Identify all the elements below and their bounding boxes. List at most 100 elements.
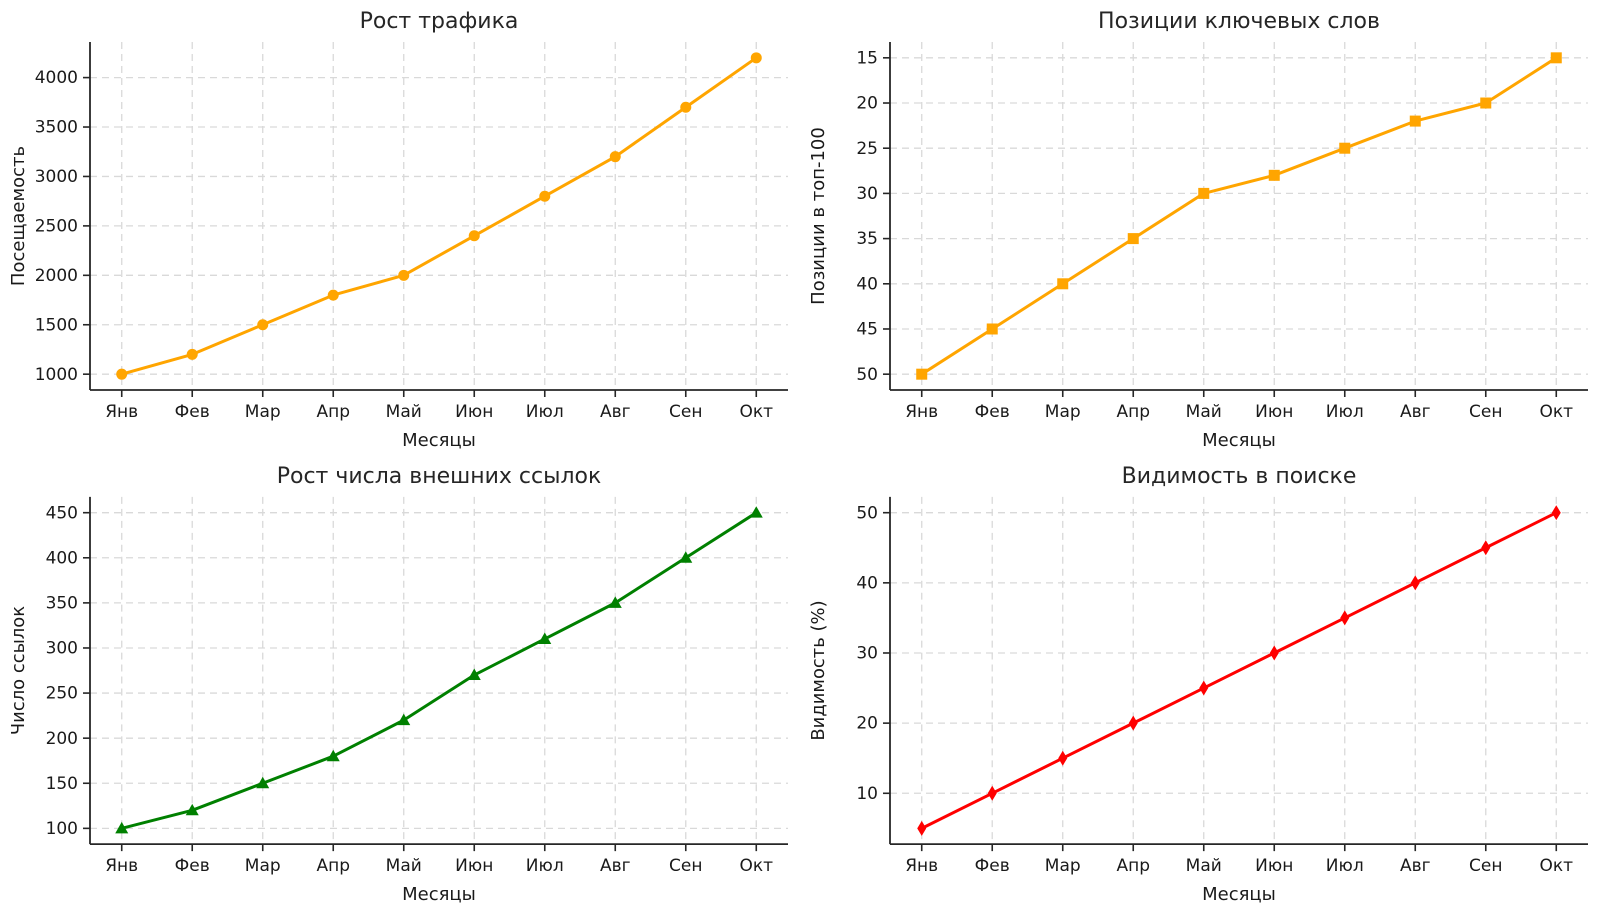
y-tick-label: 450 — [46, 503, 78, 523]
data-point-marker — [986, 323, 998, 335]
data-point-marker — [916, 368, 928, 380]
y-tick-label: 50 — [856, 365, 878, 385]
data-point-marker — [1199, 680, 1209, 696]
y-tick-label: 40 — [856, 274, 878, 294]
x-tick-label: Янв — [905, 402, 938, 422]
x-tick-label: Фев — [175, 402, 210, 422]
x-tick-label: Май — [1186, 856, 1222, 876]
x-axis-label: Месяцы — [402, 430, 476, 451]
x-tick-label: Авг — [600, 856, 631, 876]
x-tick-label: Фев — [975, 856, 1010, 876]
chart-traffic-growth: 1000 1500 2000 2500 3000 3500 4000 Янв Фев Мар Апр… — [0, 0, 800, 455]
x-tick-label: Янв — [905, 856, 938, 876]
y-tick-label: 300 — [46, 639, 78, 659]
data-point-marker — [1128, 715, 1138, 731]
chart-title: Видимость в поиске — [1122, 464, 1357, 489]
data-point-marker — [1481, 540, 1491, 556]
x-tick-label: Июн — [455, 402, 493, 422]
data-point-marker — [917, 820, 927, 836]
data-point-marker — [749, 506, 763, 518]
x-tick-label: Янв — [105, 856, 138, 876]
y-tick-label: 3500 — [35, 118, 78, 138]
data-line — [920, 511, 1558, 830]
x-tick-label: Окт — [1540, 856, 1574, 876]
y-tick-label: 350 — [46, 593, 78, 613]
data-point-marker — [1480, 97, 1492, 109]
x-axis-label: Месяцы — [1202, 884, 1276, 905]
data-point-marker — [1551, 505, 1561, 521]
data-point-marker — [609, 151, 621, 163]
x-tick-label: Мар — [245, 402, 281, 422]
y-tick-label: 200 — [46, 729, 78, 749]
data-point-marker — [539, 190, 551, 202]
y-tick-label: 1500 — [35, 315, 78, 335]
x-axis-label: Месяцы — [402, 884, 476, 905]
x-tick-label: Апр — [1116, 856, 1150, 876]
data-point-marker — [679, 551, 693, 563]
y-tick-label: 2500 — [35, 216, 78, 236]
data-point-marker — [1127, 233, 1139, 245]
x-tick-label: Июн — [1255, 856, 1293, 876]
data-point-marker — [1269, 645, 1279, 661]
y-tick-label: 45 — [856, 320, 878, 340]
x-tick-label: Апр — [316, 856, 350, 876]
x-tick-label: Июн — [455, 856, 493, 876]
y-axis-label: Позиции в топ-100 — [808, 127, 829, 305]
x-tick-label: Сен — [1469, 402, 1502, 422]
x-tick-label: Июл — [1326, 402, 1364, 422]
data-point-marker — [1550, 52, 1562, 64]
x-tick-label: Мар — [245, 856, 281, 876]
data-point-marker — [1198, 187, 1210, 199]
chart-keyword-positions-canvas: 15 20 25 30 35 40 45 50 Янв Фев Мар Апр Май Июн Июл Авг… — [808, 9, 1588, 451]
data-line — [920, 56, 1558, 376]
y-tick-label: 400 — [46, 548, 78, 568]
y-tick-label: 50 — [856, 503, 878, 523]
data-point-marker — [116, 368, 128, 380]
y-tick-label: 35 — [856, 229, 878, 249]
x-tick-label: Май — [386, 856, 422, 876]
x-tick-label: Июл — [526, 856, 564, 876]
x-tick-label: Окт — [1539, 402, 1573, 422]
data-point-marker — [1058, 750, 1068, 766]
chart-search-visibility-canvas: 10 20 30 40 50 Янв Фев Мар Апр Май Июн Июл Авг Сен Окт… — [808, 464, 1588, 905]
data-point-marker — [1268, 169, 1280, 181]
y-tick-label: 3000 — [35, 167, 78, 187]
x-tick-label: Сен — [669, 856, 702, 876]
data-point-marker — [608, 596, 622, 608]
data-point-marker — [750, 52, 762, 64]
x-tick-label: Апр — [1116, 402, 1150, 422]
x-tick-label: Авг — [1400, 856, 1431, 876]
data-line — [120, 511, 758, 830]
x-tick-label: Окт — [740, 856, 774, 876]
data-point-marker — [257, 319, 269, 331]
data-point-marker — [1409, 115, 1421, 127]
data-point-marker — [115, 821, 129, 834]
x-axis-label: Месяцы — [1202, 430, 1276, 451]
x-tick-label: Апр — [316, 402, 350, 422]
data-point-marker — [987, 785, 997, 801]
y-tick-label: 25 — [856, 139, 878, 159]
data-point-marker — [1057, 278, 1069, 290]
y-tick-label: 2000 — [35, 266, 78, 286]
data-point-marker — [538, 632, 552, 644]
chart-backlinks-growth: 100 150 200 250 300 350 400 450 Янв Фев Мар Апр Май И… — [0, 455, 800, 909]
chart-keyword-positions: 15 20 25 30 35 40 45 50 Янв Фев Мар Апр Май Июн Июл Авг… — [800, 0, 1600, 455]
data-point-marker — [256, 776, 270, 789]
x-tick-label: Авг — [600, 402, 631, 422]
x-tick-label: Июн — [1255, 402, 1293, 422]
x-tick-label: Сен — [669, 402, 702, 422]
y-tick-label: 100 — [46, 819, 78, 839]
data-point-marker — [1339, 142, 1351, 154]
x-tick-label: Июл — [1326, 856, 1364, 876]
x-tick-label: Окт — [739, 402, 773, 422]
chart-title: Рост числа внешних ссылок — [277, 464, 602, 489]
y-tick-label: 20 — [856, 94, 878, 114]
data-point-marker — [468, 230, 480, 242]
y-axis-label: Посещаемость — [8, 146, 29, 286]
y-tick-label: 30 — [856, 644, 878, 664]
data-point-marker — [1410, 575, 1420, 591]
data-point-marker — [467, 668, 481, 681]
x-tick-label: Авг — [1400, 402, 1431, 422]
data-point-marker — [326, 749, 340, 762]
